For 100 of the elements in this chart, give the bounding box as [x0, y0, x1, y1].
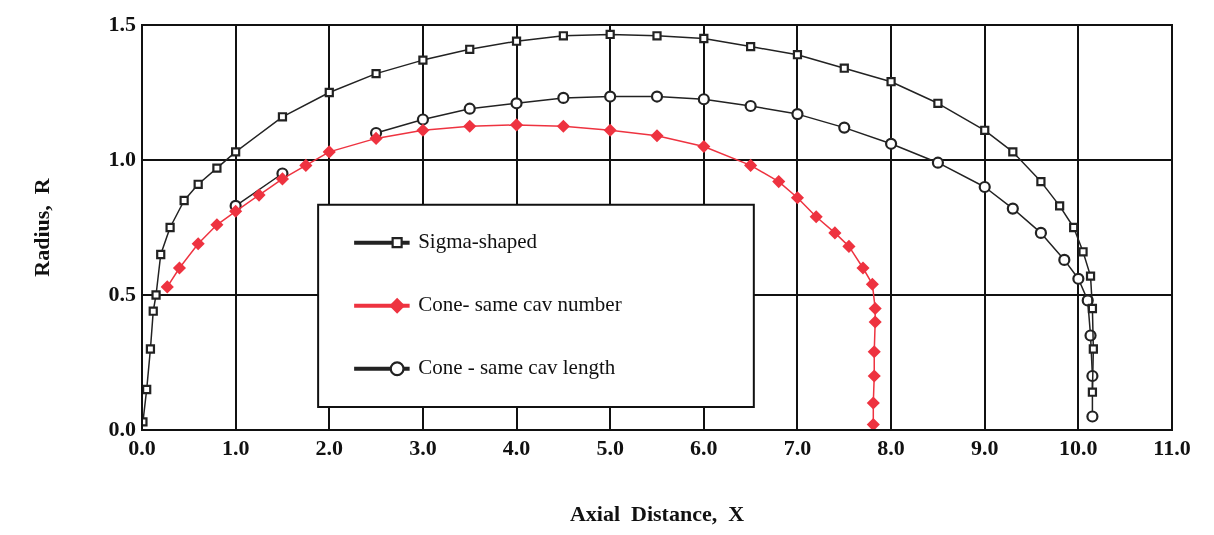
point — [156, 249, 166, 260]
x-axis-title: Axial Distance, X — [569, 501, 745, 527]
point — [886, 77, 896, 87]
legend-label: Cone - same cav length — [418, 355, 616, 380]
point — [151, 290, 161, 300]
point — [229, 205, 242, 218]
x-tick-label: 3.0 — [409, 434, 437, 460]
point — [1058, 253, 1071, 266]
point — [1078, 247, 1088, 257]
point — [179, 195, 189, 206]
point — [1008, 147, 1018, 157]
point — [1034, 226, 1048, 239]
point — [884, 137, 898, 150]
legend-label: Sigma-shaped — [418, 229, 538, 254]
point — [792, 50, 803, 60]
point — [980, 125, 990, 135]
point — [557, 120, 570, 133]
point — [867, 396, 880, 410]
y-tick-label: 1.0 — [108, 145, 136, 171]
point — [369, 132, 383, 145]
point — [277, 112, 288, 122]
point — [1087, 303, 1098, 314]
point — [1069, 222, 1079, 233]
x-tick-label: 2.0 — [315, 434, 344, 460]
point — [1088, 344, 1098, 354]
point — [299, 159, 312, 172]
point — [866, 278, 879, 291]
point — [744, 159, 757, 172]
point — [933, 98, 943, 108]
point — [192, 237, 205, 250]
point — [231, 147, 241, 157]
point — [371, 68, 381, 79]
point — [839, 63, 849, 73]
point — [252, 189, 266, 202]
point — [416, 113, 430, 126]
legend-label: Cone- same cav number — [418, 292, 622, 317]
point — [510, 97, 523, 110]
point — [650, 129, 664, 142]
point — [697, 93, 710, 106]
point — [869, 315, 882, 329]
point — [324, 87, 334, 98]
point — [323, 145, 336, 158]
y-axis-title: Radius, R — [28, 177, 54, 277]
point — [165, 222, 175, 233]
point — [838, 121, 851, 134]
point — [1055, 201, 1065, 211]
point — [1085, 271, 1096, 281]
point — [650, 90, 664, 103]
x-tick-label: 8.0 — [877, 434, 905, 460]
x-tick-label: 10.0 — [1059, 434, 1098, 460]
point — [699, 33, 709, 44]
point — [868, 369, 881, 383]
point — [463, 102, 476, 115]
point — [1006, 202, 1019, 215]
point — [1087, 387, 1098, 397]
point — [868, 345, 881, 358]
point — [746, 41, 756, 52]
point — [810, 210, 823, 223]
point — [558, 31, 568, 41]
point — [978, 180, 991, 194]
point — [511, 36, 522, 46]
point — [744, 99, 757, 113]
point — [869, 302, 882, 315]
x-tick-label: 11.0 — [1153, 434, 1191, 460]
point — [772, 175, 785, 188]
point — [148, 306, 158, 316]
y-tick-label: 0.0 — [108, 415, 136, 441]
point — [652, 31, 662, 41]
point — [212, 163, 222, 173]
point — [842, 240, 856, 253]
point — [557, 91, 570, 104]
x-tick-label: 7.0 — [783, 434, 812, 460]
point — [145, 344, 156, 354]
point — [193, 179, 203, 189]
point — [173, 261, 186, 275]
point — [931, 156, 945, 169]
point — [161, 280, 174, 293]
y-tick-label: 0.5 — [108, 280, 136, 306]
x-tick-label: 1.0 — [221, 434, 250, 460]
x-tick-label: 4.0 — [502, 434, 531, 460]
point — [463, 120, 476, 133]
y-tick-label: 1.5 — [108, 10, 136, 36]
point — [510, 118, 523, 131]
point — [867, 418, 880, 430]
point — [1072, 272, 1085, 285]
point — [791, 108, 804, 121]
point — [418, 55, 428, 65]
point — [856, 261, 870, 275]
point — [604, 90, 617, 103]
point — [605, 29, 615, 40]
x-tick-label: 5.0 — [596, 434, 624, 460]
point — [465, 44, 475, 54]
point — [276, 172, 289, 185]
point — [697, 140, 710, 153]
point — [604, 124, 617, 137]
x-tick-label: 6.0 — [690, 434, 718, 460]
point — [791, 191, 804, 204]
point — [828, 226, 842, 239]
point — [210, 218, 224, 231]
point — [416, 124, 430, 137]
